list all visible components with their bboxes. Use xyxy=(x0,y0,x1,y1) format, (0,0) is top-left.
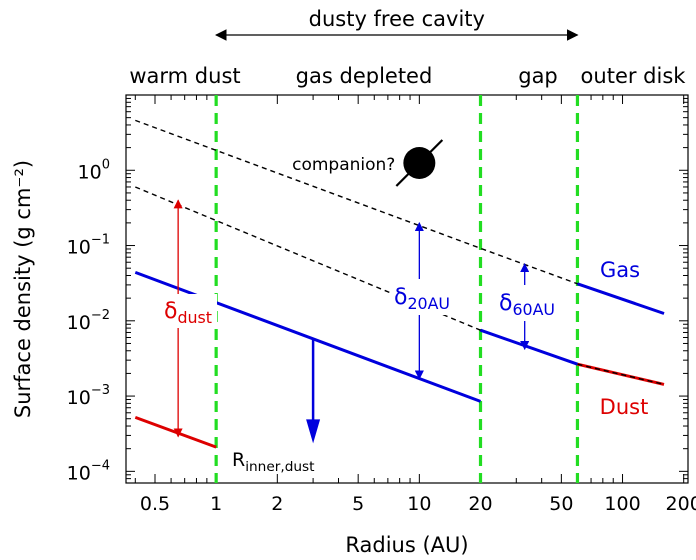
region-label: gap xyxy=(518,64,558,88)
depletion-arrow-head xyxy=(306,419,321,444)
delta-label: δdust xyxy=(164,299,212,327)
delta-label-sub: 60AU xyxy=(512,300,555,319)
y-tick-label-exp: 0 xyxy=(102,157,110,172)
cavity-label: dusty free cavity xyxy=(309,7,485,31)
region-boundaries xyxy=(214,95,580,483)
y-tick-label-base: 10 xyxy=(67,237,91,259)
delta-label-main: δ xyxy=(164,299,177,324)
dust-reference-overlay xyxy=(577,363,665,386)
y-tick-label-base: 10 xyxy=(67,387,91,409)
x-tick-label: 1 xyxy=(210,493,222,515)
y-tick-label: 10−2 xyxy=(67,308,110,334)
gas-density-line xyxy=(134,270,482,403)
y-tick-label: 100 xyxy=(78,157,110,183)
gas-density-line xyxy=(577,282,665,315)
delta-label-main: δ xyxy=(394,285,407,310)
plot-frame xyxy=(125,94,689,484)
delta-label-background xyxy=(390,279,454,315)
y-tick-label-exp: −4 xyxy=(91,458,110,473)
delta-label-sub: dust xyxy=(177,308,212,327)
r-inner-dust-label: Rinner,dust xyxy=(232,449,315,475)
delta-label-main: δ xyxy=(499,291,512,316)
region-label: outer disk xyxy=(581,64,687,88)
x-tick-label: 20 xyxy=(468,493,492,515)
companion-trajectory xyxy=(395,139,444,187)
r-inner-dust-label-main: R xyxy=(232,449,245,471)
dust-density-line xyxy=(134,415,217,449)
delta-label: δ60AU xyxy=(499,291,555,319)
x-tick-label: 0.5 xyxy=(140,493,170,515)
y-tick-label: 10−4 xyxy=(67,458,110,484)
r-inner-dust-label-sub: inner,dust xyxy=(245,459,315,475)
y-tick-label-base: 10 xyxy=(78,161,102,183)
x-tick-label: 5 xyxy=(352,493,364,515)
x-tick-label: 100 xyxy=(604,493,640,515)
x-tick-label: 2 xyxy=(271,493,283,515)
gas-label: Gas xyxy=(600,258,640,282)
y-tick-label-exp: −2 xyxy=(91,308,110,323)
x-tick-label: 50 xyxy=(549,493,573,515)
region-label: gas depleted xyxy=(296,64,433,88)
delta-label-background xyxy=(159,294,217,328)
x-tick-label: 200 xyxy=(666,493,696,515)
delta-label-background xyxy=(497,285,557,321)
chart-labels: companion? Gas Dust Rinner,dust warm dust gas… xyxy=(129,7,686,475)
delta-label-sub: 20AU xyxy=(407,294,450,313)
companion-label: companion? xyxy=(292,155,395,175)
gas-density-line xyxy=(480,328,578,366)
y-tick-label: 10−3 xyxy=(67,383,110,409)
y-tick-label-base: 10 xyxy=(67,462,91,484)
y-tick-label: 10−1 xyxy=(67,233,110,259)
region-label: warm dust xyxy=(129,64,240,88)
y-tick-label-exp: −3 xyxy=(91,383,110,398)
x-tick-label: 10 xyxy=(407,493,431,515)
y-tick-label-base: 10 xyxy=(67,312,91,334)
x-axis-label: Radius (AU) xyxy=(345,533,468,557)
dust-label: Dust xyxy=(600,395,649,419)
delta-label: δ20AU xyxy=(394,285,450,313)
y-axis-label: Surface density (g cm⁻²) xyxy=(11,160,35,418)
y-tick-label-exp: −1 xyxy=(91,233,110,248)
